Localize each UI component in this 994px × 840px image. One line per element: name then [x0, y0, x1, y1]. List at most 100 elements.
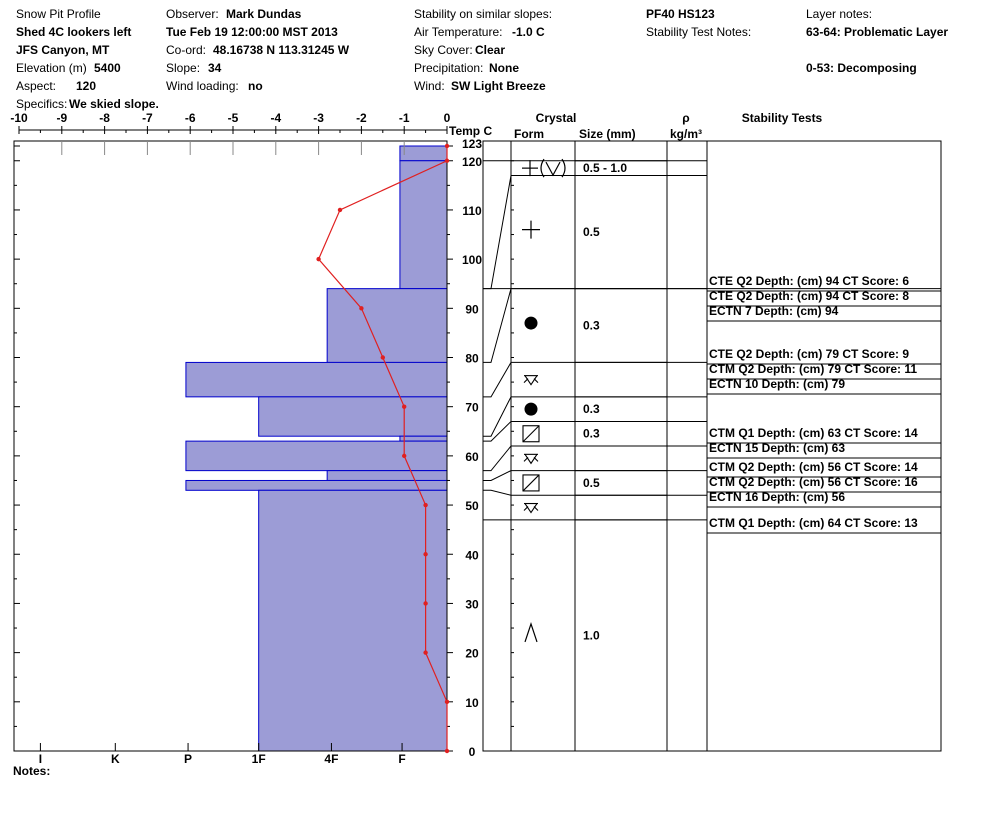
stability-col-header: Stability Tests [742, 111, 823, 125]
filled-circle [524, 316, 538, 330]
temperature-point [337, 207, 343, 213]
hardness-tick-label: 4F [324, 752, 338, 766]
specifics-label: Specifics: [16, 97, 68, 111]
hardness-bar [258, 489, 448, 752]
temp-tick-label: -10 [10, 111, 28, 125]
stability-test-row: ECTN 10 Depth: (cm) 79 [709, 377, 845, 391]
profile-frame [13, 140, 448, 752]
grain-size: 0.5 - 1.0 [583, 161, 627, 175]
grain-size: 0.3 [583, 402, 600, 416]
temperature-point [444, 699, 450, 705]
temperature-point [402, 404, 407, 409]
coord-value: 48.16738 N 113.31245 W [213, 43, 350, 57]
stability-test-row: CTM Q1 Depth: (cm) 63 CT Score: 14 [709, 426, 918, 440]
hardness-bar [326, 470, 448, 481]
square [522, 474, 540, 492]
coord-label: Co-ord: [166, 43, 207, 57]
hardness-bar [185, 479, 448, 491]
layer-connector [483, 288, 512, 363]
hardness-bar [258, 396, 448, 437]
notes-label: Notes: [13, 764, 50, 778]
elevation-label: Elevation (m) [16, 61, 87, 75]
form-col-header: Form [514, 127, 544, 141]
temperature-point [444, 143, 450, 149]
wind-label: Wind: [414, 79, 445, 93]
depth-tick-label: 100 [462, 253, 482, 267]
stability-test-row: CTM Q2 Depth: (cm) 56 CT Score: 14 [709, 460, 918, 474]
temperature-point [380, 355, 385, 360]
depth-hoar-icon [523, 453, 539, 465]
hardness-bar [185, 440, 448, 472]
observer-value: Mark Dundas [226, 7, 302, 21]
stability-test-row: ECTN 16 Depth: (cm) 56 [709, 490, 845, 504]
temperature-point [423, 552, 428, 557]
temperature-point [359, 306, 364, 311]
v-stroke [524, 375, 538, 386]
depth-tick-label: 80 [465, 352, 479, 366]
temperature-point [423, 650, 428, 655]
air-temp-value: -1.0 C [512, 25, 545, 39]
slope-label: Slope: [166, 61, 201, 75]
precip-value: None [489, 61, 519, 75]
stability-test-row: CTM Q1 Depth: (cm) 64 CT Score: 13 [709, 516, 918, 530]
temp-tick-label: -3 [313, 111, 324, 125]
filled-circle [524, 402, 538, 416]
temperature-point [402, 453, 407, 459]
depth-tick-label: 40 [465, 548, 479, 562]
paren-left [540, 158, 545, 178]
side-strokes [523, 506, 539, 511]
wind-loading-label: Wind loading: [166, 79, 239, 93]
layer-table-frame [482, 140, 942, 752]
grain-size: 0.5 [583, 476, 600, 490]
stability-test-row: ECTN 7 Depth: (cm) 94 [709, 304, 839, 318]
stability-test-row: CTM Q2 Depth: (cm) 56 CT Score: 16 [709, 475, 918, 489]
temp-tick-label: -1 [399, 111, 410, 125]
hardness-tick-label: K [111, 752, 120, 766]
side-strokes [523, 456, 539, 462]
temperature-line [317, 146, 448, 751]
rounded-grains-icon [524, 402, 538, 416]
precipitation-to-facets-icon [522, 158, 566, 178]
hardness-bar [185, 361, 448, 398]
air-temp-label: Air Temperature: [414, 25, 503, 39]
temperature-point [423, 502, 428, 508]
area: JFS Canyon, MT [16, 43, 110, 57]
side-strokes [523, 378, 539, 384]
paren-right [561, 158, 566, 178]
layer-connector [483, 470, 512, 481]
slope-value: 34 [208, 61, 222, 75]
temp-tick-label: -9 [56, 111, 67, 125]
grain-size: 0.5 [583, 225, 600, 239]
faceted-crystals-icon [522, 474, 540, 492]
v-stroke [524, 503, 538, 514]
hardness-bar [399, 145, 448, 162]
depth-tick-label: 0 [469, 745, 476, 759]
elevation-value: 5400 [94, 61, 121, 75]
pit-id: PF40 HS123 [646, 7, 715, 21]
precipitation-particles-icon [522, 220, 540, 239]
diagonal [522, 425, 540, 443]
specifics-value: We skied slope. [69, 97, 159, 111]
depth-tick-label: 10 [465, 696, 479, 710]
rounded-grains-icon [524, 316, 538, 330]
depth-tick-label: 30 [465, 597, 479, 611]
aspect-value: 120 [76, 79, 97, 93]
stability-similar-label: Stability on similar slopes: [414, 7, 553, 21]
layer-note-1: 63-64: Problematic Layer [806, 25, 949, 39]
hardness-tick-label: I [39, 752, 42, 766]
v-stroke [524, 454, 538, 465]
depth-hoar-icon [523, 502, 539, 514]
aspect-label: Aspect: [16, 79, 57, 93]
stability-test-row: CTM Q2 Depth: (cm) 79 CT Score: 11 [709, 362, 917, 376]
faceted-crystals-icon [522, 425, 540, 443]
sky-cover-value: Clear [475, 43, 506, 57]
date-time: Tue Feb 19 12:00:00 MST 2013 [166, 25, 338, 39]
temperature-point [316, 256, 321, 262]
wind-loading-value: no [248, 79, 263, 93]
location: Shed 4C lookers left [16, 25, 132, 39]
diagonal [522, 474, 540, 492]
layer-connector [483, 421, 512, 442]
caret [524, 622, 538, 643]
square [522, 425, 540, 443]
temp-tick-label: -6 [185, 111, 196, 125]
